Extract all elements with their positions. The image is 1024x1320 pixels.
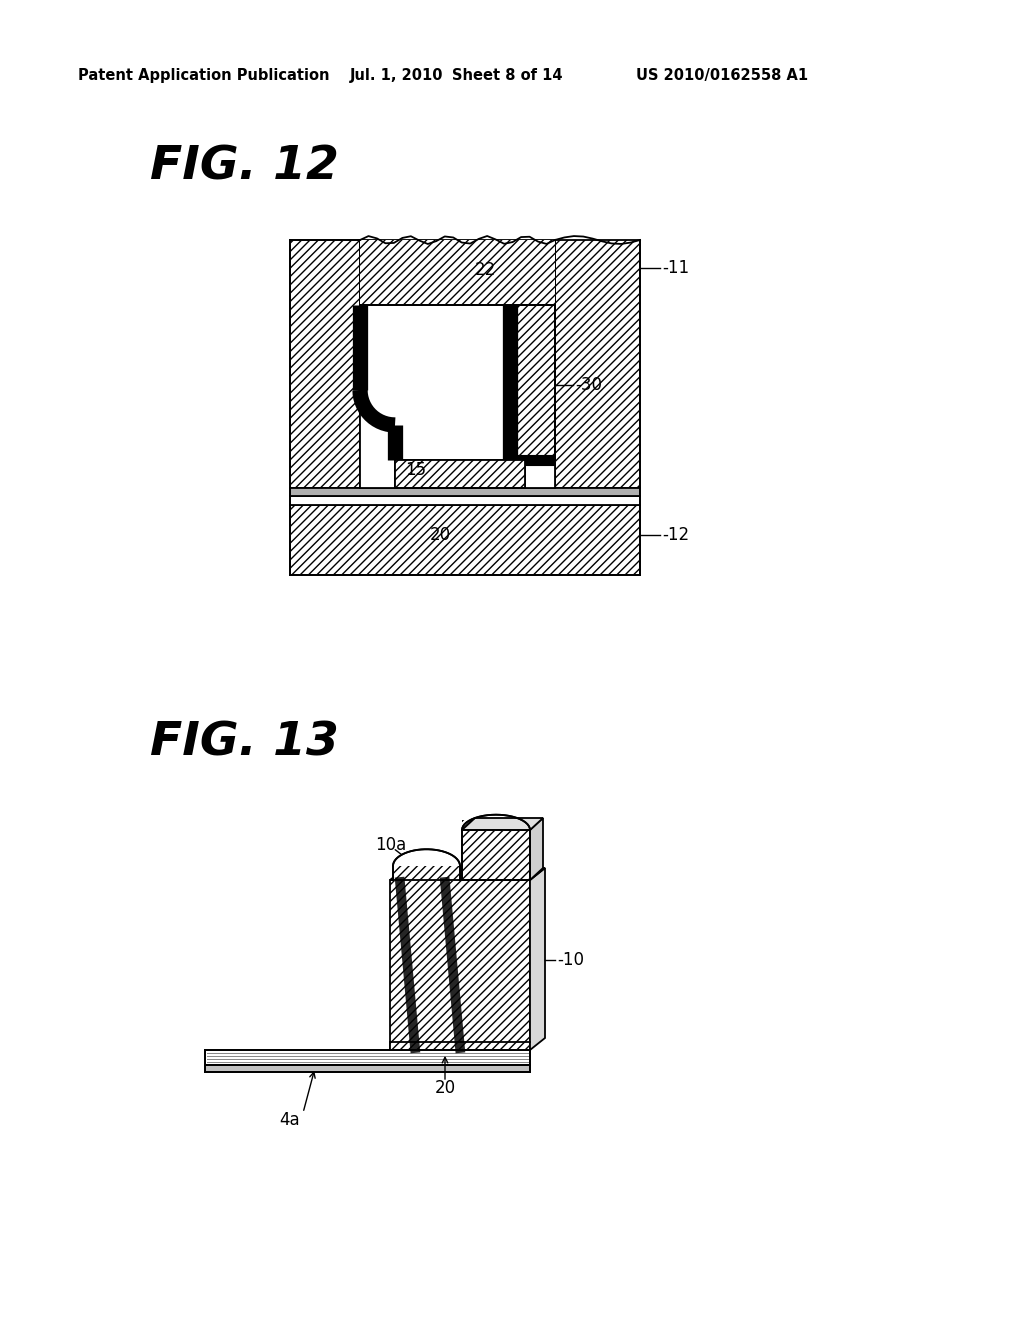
Text: 15: 15 (406, 461, 426, 479)
Bar (462, 830, 530, 880)
Text: -12: -12 (662, 525, 689, 544)
Text: -11: -11 (662, 259, 689, 277)
Bar (205, 1065, 530, 1072)
Bar (390, 880, 530, 1049)
Polygon shape (530, 869, 545, 1049)
Bar (462, 820, 530, 830)
Bar (290, 488, 640, 496)
Bar (395, 459, 525, 488)
Text: Jul. 1, 2010: Jul. 1, 2010 (350, 69, 443, 83)
Bar (360, 240, 555, 305)
Bar (393, 866, 460, 880)
Polygon shape (393, 849, 460, 880)
Bar (290, 240, 360, 488)
Text: -10: -10 (557, 950, 584, 969)
Bar (290, 496, 640, 506)
Text: 4a: 4a (280, 1111, 300, 1129)
Text: US 2010/0162558 A1: US 2010/0162558 A1 (636, 69, 808, 83)
Polygon shape (462, 814, 530, 830)
Text: -30: -30 (575, 376, 602, 393)
Bar (205, 1049, 530, 1065)
Polygon shape (530, 818, 543, 880)
Bar (290, 506, 640, 576)
Text: FIG. 13: FIG. 13 (150, 719, 339, 766)
Polygon shape (462, 818, 543, 830)
Text: 22: 22 (475, 261, 497, 279)
Text: Patent Application Publication: Patent Application Publication (78, 69, 330, 83)
Text: Sheet 8 of 14: Sheet 8 of 14 (452, 69, 562, 83)
Bar (510, 305, 555, 459)
Bar (390, 1041, 530, 1049)
Polygon shape (390, 869, 545, 880)
Text: 10a: 10a (375, 836, 407, 854)
Text: 20: 20 (429, 525, 451, 544)
Text: 20: 20 (434, 1078, 456, 1097)
Bar (395, 459, 525, 488)
Bar (360, 305, 555, 488)
Text: FIG. 12: FIG. 12 (150, 145, 339, 190)
Bar (555, 240, 640, 488)
Bar (360, 240, 555, 305)
